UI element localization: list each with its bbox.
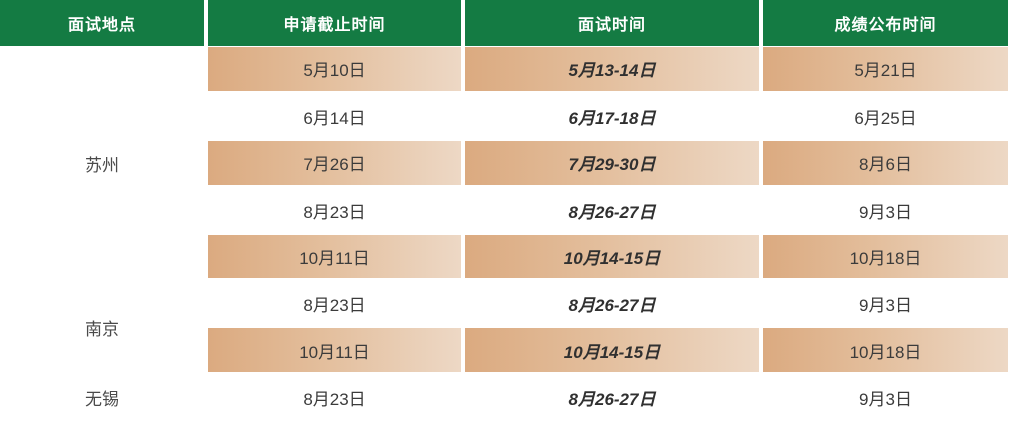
cell-results: 10月18日: [763, 327, 1008, 375]
cell-interview-time: 5月13-14日: [465, 46, 759, 93]
cell-deadline: 7月26日: [208, 139, 461, 187]
cell-interview-time: 8月26-27日: [465, 186, 759, 234]
cell-results: 8月6日: [763, 139, 1008, 187]
cell-deadline: 6月14日: [208, 92, 461, 140]
cell-deadline: 8月23日: [208, 374, 461, 421]
cell-interview-time: 7月29-30日: [465, 139, 759, 187]
header-interview-time: 面试时间: [465, 0, 759, 46]
location-cell-suzhou: 苏州: [0, 46, 204, 281]
header-interview-location: 面试地点: [0, 0, 204, 46]
cell-results: 5月21日: [763, 46, 1008, 93]
cell-deadline: 10月11日: [208, 327, 461, 375]
cell-deadline: 8月23日: [208, 186, 461, 234]
cell-results: 10月18日: [763, 233, 1008, 281]
cell-results: 9月3日: [763, 374, 1008, 421]
header-application-deadline: 申请截止时间: [208, 0, 461, 46]
cell-results: 6月25日: [763, 92, 1008, 140]
location-cell-wuxi: 无锡: [0, 374, 204, 421]
cell-results: 9月3日: [763, 186, 1008, 234]
cell-deadline: 8月23日: [208, 280, 461, 328]
cell-interview-time: 10月14-15日: [465, 327, 759, 375]
cell-results: 9月3日: [763, 280, 1008, 328]
cell-deadline: 10月11日: [208, 233, 461, 281]
cell-interview-time: 10月14-15日: [465, 233, 759, 281]
cell-interview-time: 6月17-18日: [465, 92, 759, 140]
cell-interview-time: 8月26-27日: [465, 280, 759, 328]
cell-interview-time: 8月26-27日: [465, 374, 759, 421]
header-results-announcement: 成绩公布时间: [763, 0, 1008, 46]
cell-deadline: 5月10日: [208, 46, 461, 93]
location-cell-nanjing: 南京: [0, 280, 204, 375]
